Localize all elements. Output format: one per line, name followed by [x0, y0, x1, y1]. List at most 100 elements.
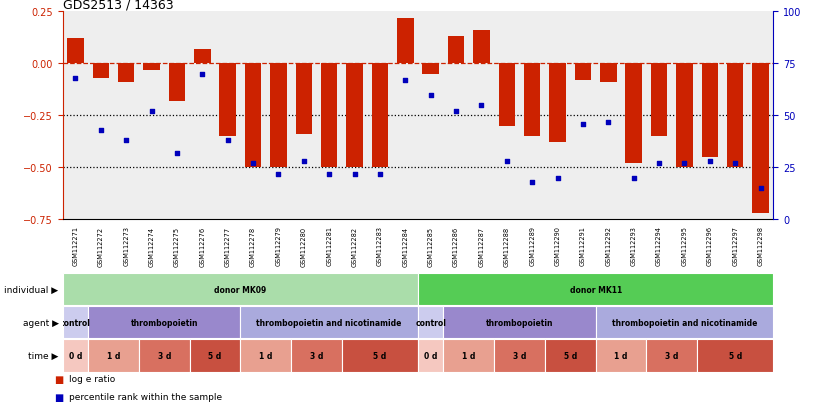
Bar: [697, 339, 773, 372]
Text: 5 d: 5 d: [374, 351, 386, 360]
Bar: [418, 339, 443, 372]
Bar: [88, 306, 240, 339]
Text: 1 d: 1 d: [259, 351, 273, 360]
Text: thrombopoietin: thrombopoietin: [130, 318, 198, 327]
Point: [500, 158, 513, 165]
Bar: [473, 31, 490, 64]
Text: time ▶: time ▶: [28, 351, 59, 360]
Text: 3 d: 3 d: [310, 351, 324, 360]
Text: 1 d: 1 d: [462, 351, 476, 360]
Bar: [321, 64, 338, 168]
Bar: [245, 64, 262, 168]
Bar: [595, 306, 773, 339]
Text: ■: ■: [54, 374, 64, 384]
Bar: [63, 273, 418, 306]
Bar: [595, 339, 646, 372]
Text: 3 d: 3 d: [512, 351, 526, 360]
Bar: [752, 64, 769, 214]
Text: donor MK09: donor MK09: [214, 285, 267, 294]
Point: [728, 160, 742, 167]
Text: individual ▶: individual ▶: [4, 285, 59, 294]
Bar: [194, 50, 211, 64]
Bar: [143, 64, 160, 71]
Point: [94, 127, 108, 134]
Bar: [296, 64, 312, 135]
Text: GDS2513 / 14363: GDS2513 / 14363: [63, 0, 173, 11]
Point: [120, 138, 133, 144]
Point: [171, 150, 184, 157]
Text: percentile rank within the sample: percentile rank within the sample: [69, 392, 222, 401]
Bar: [169, 64, 185, 102]
Point: [196, 71, 209, 78]
Point: [678, 160, 691, 167]
Bar: [190, 339, 240, 372]
Point: [323, 171, 336, 178]
Bar: [93, 64, 109, 79]
Point: [69, 76, 82, 82]
Point: [551, 175, 564, 182]
Text: thrombopoietin and nicotinamide: thrombopoietin and nicotinamide: [612, 318, 757, 327]
Text: 5 d: 5 d: [208, 351, 222, 360]
Bar: [651, 64, 667, 137]
Point: [475, 102, 488, 109]
Bar: [67, 39, 84, 64]
Text: 1 d: 1 d: [107, 351, 120, 360]
Point: [576, 121, 589, 128]
Bar: [219, 64, 236, 137]
Point: [754, 185, 767, 192]
Bar: [63, 306, 88, 339]
Bar: [291, 339, 342, 372]
Bar: [727, 64, 743, 168]
Text: 3 d: 3 d: [665, 351, 679, 360]
Text: control: control: [415, 318, 446, 327]
Text: 1 d: 1 d: [614, 351, 628, 360]
Text: 5 d: 5 d: [563, 351, 577, 360]
Bar: [545, 339, 595, 372]
Bar: [676, 64, 693, 168]
Bar: [118, 64, 135, 83]
Bar: [625, 64, 642, 164]
Point: [627, 175, 640, 182]
Text: ■: ■: [54, 392, 64, 402]
Bar: [443, 306, 595, 339]
Bar: [240, 306, 418, 339]
Bar: [422, 64, 439, 75]
Text: thrombopoietin and nicotinamide: thrombopoietin and nicotinamide: [257, 318, 402, 327]
Bar: [63, 339, 88, 372]
Bar: [574, 64, 591, 81]
Bar: [346, 64, 363, 168]
Text: 0 d: 0 d: [69, 351, 82, 360]
Bar: [701, 64, 718, 157]
Bar: [600, 64, 617, 83]
Point: [373, 171, 386, 178]
Point: [145, 109, 158, 115]
Bar: [494, 339, 545, 372]
Bar: [240, 339, 291, 372]
Point: [297, 158, 310, 165]
Point: [247, 160, 260, 167]
Text: log e ratio: log e ratio: [69, 374, 115, 383]
Text: donor MK11: donor MK11: [569, 285, 622, 294]
Bar: [549, 64, 566, 143]
Point: [399, 78, 412, 84]
Text: 0 d: 0 d: [424, 351, 437, 360]
Bar: [646, 339, 697, 372]
Point: [424, 92, 437, 99]
Text: 3 d: 3 d: [157, 351, 171, 360]
Point: [348, 171, 361, 178]
Point: [652, 160, 665, 167]
Bar: [418, 306, 443, 339]
Bar: [524, 64, 540, 137]
Bar: [372, 64, 388, 168]
Point: [526, 179, 539, 186]
Bar: [88, 339, 139, 372]
Bar: [397, 19, 414, 64]
Point: [272, 171, 285, 178]
Bar: [448, 37, 464, 64]
Bar: [342, 339, 418, 372]
Bar: [139, 339, 190, 372]
Bar: [418, 273, 773, 306]
Point: [703, 158, 716, 165]
Text: 5 d: 5 d: [729, 351, 742, 360]
Text: control: control: [60, 318, 91, 327]
